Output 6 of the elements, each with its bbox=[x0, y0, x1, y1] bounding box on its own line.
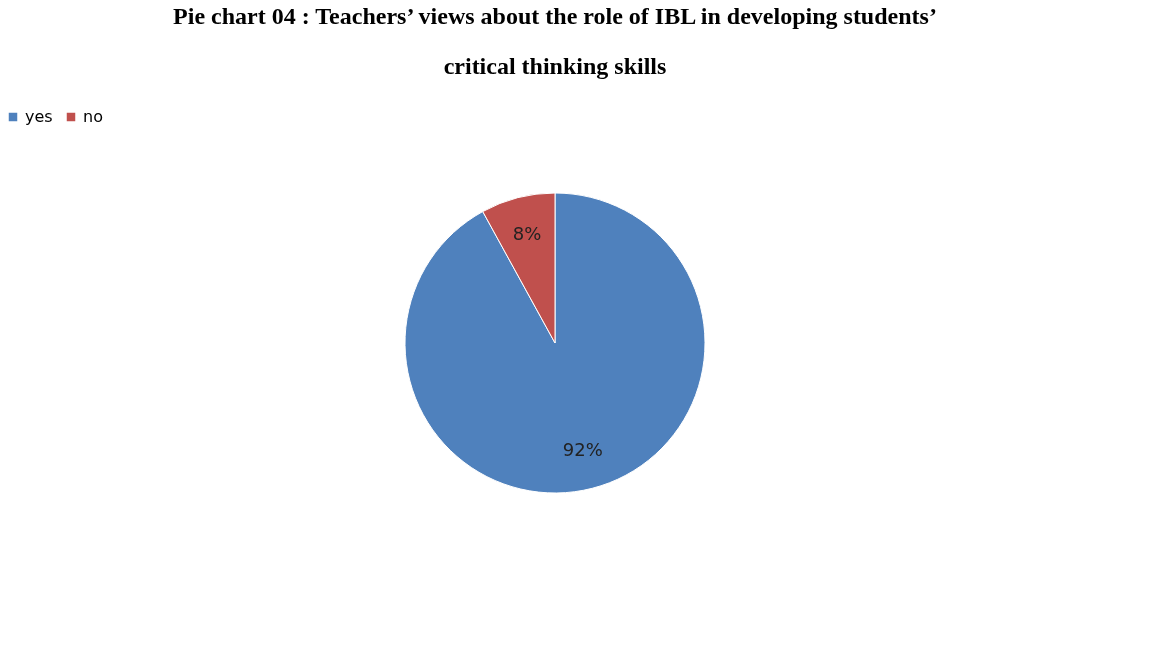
data-label: 92% bbox=[562, 439, 603, 461]
legend-label: no bbox=[83, 107, 103, 126]
pie-slice bbox=[404, 192, 706, 494]
data-label: 8% bbox=[512, 222, 542, 244]
legend-label: yes bbox=[25, 107, 53, 126]
chart-title: Pie chart 04 : Teachers’ views about the role of IBL in developing students’ critical thinking skills bbox=[173, 3, 937, 79]
